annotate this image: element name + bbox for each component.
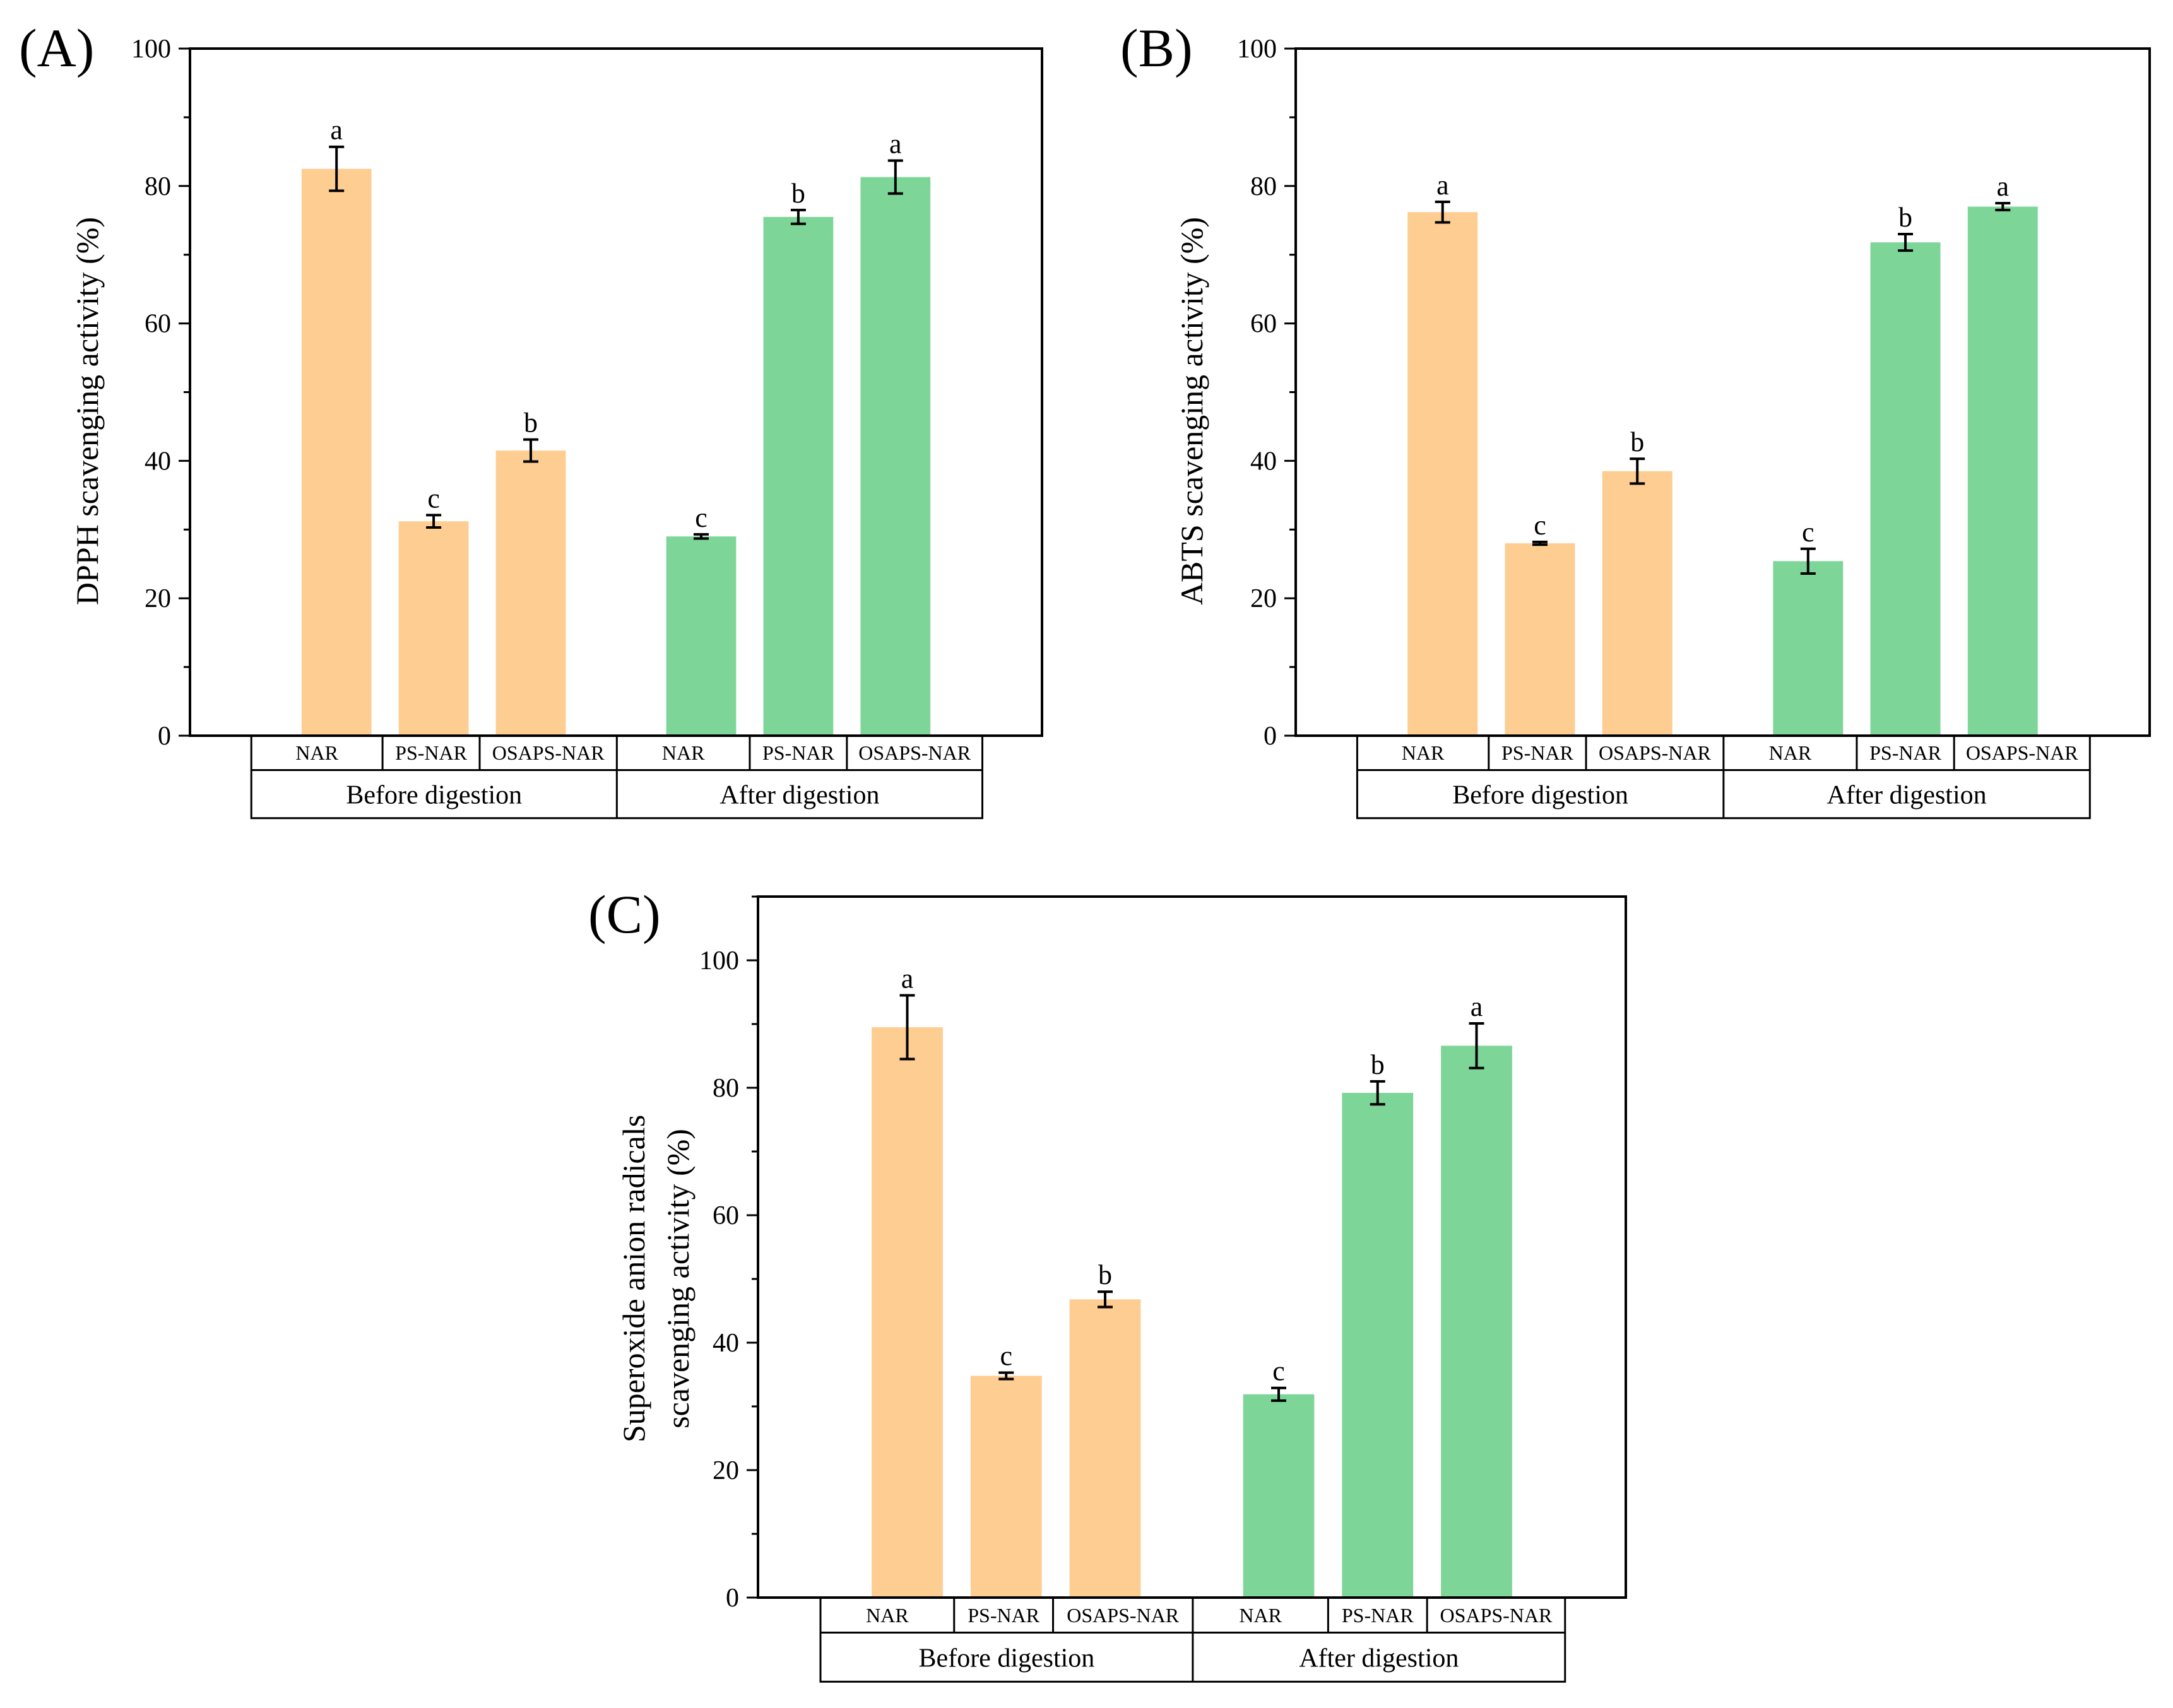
y-tick-label: 20 (1250, 584, 1277, 613)
y-tick-label: 100 (699, 946, 739, 975)
significance-letter: b (1371, 1049, 1385, 1080)
y-tick-label: 60 (145, 310, 171, 339)
y-tick-label: 40 (145, 447, 171, 476)
x-group-label: Before digestion (919, 1644, 1095, 1673)
x-group-label: After digestion (1299, 1644, 1459, 1673)
significance-letter: a (1471, 991, 1483, 1022)
x-category-label: NAR (1239, 1604, 1282, 1627)
y-tick-label: 60 (1250, 310, 1277, 339)
y-tick-label: 0 (1264, 722, 1277, 751)
x-category-label: OSAPS-NAR (1599, 741, 1711, 764)
x-category-label: OSAPS-NAR (492, 741, 605, 764)
significance-letter: b (1898, 202, 1912, 233)
bar (1773, 561, 1844, 736)
y-tick-label: 100 (131, 35, 171, 64)
x-category-label: PS-NAR (1869, 741, 1941, 764)
panel-label: (C) (588, 884, 661, 945)
x-category-label: PS-NAR (1342, 1604, 1414, 1627)
bar (1870, 242, 1941, 736)
x-category-label: OSAPS-NAR (1067, 1604, 1179, 1627)
bar (1407, 212, 1478, 736)
bar (970, 1375, 1042, 1598)
bar (666, 536, 737, 736)
x-category-label: NAR (295, 741, 338, 764)
significance-letter: a (901, 963, 914, 994)
bar (872, 1027, 943, 1598)
y-tick-label: 20 (145, 584, 171, 613)
y-tick-label: 20 (713, 1456, 739, 1485)
x-category-label: OSAPS-NAR (1966, 741, 2078, 764)
bar (398, 521, 469, 736)
y-axis-label: Superoxide anion radicals (616, 1115, 651, 1442)
bar (301, 168, 372, 736)
chart-panel-c: (C) a c b c b a 0 20 40 60 80 100 Superoxide anion ra… (588, 884, 1627, 1683)
bar (1243, 1394, 1315, 1598)
bar (1069, 1299, 1141, 1598)
x-category-label: PS-NAR (762, 741, 834, 764)
bar (1505, 543, 1575, 736)
x-category-label: OSAPS-NAR (858, 741, 971, 764)
y-tick-label: 80 (713, 1074, 739, 1103)
chart-panel-b: (B) a c b c b a 0 20 40 60 80 100 ABTS scavenging act… (1120, 18, 2151, 820)
y-tick-label: 0 (726, 1584, 739, 1613)
significance-letter: a (889, 129, 902, 160)
significance-letter: b (524, 408, 538, 439)
x-category-label: NAR (1769, 741, 1812, 764)
x-group-label: Before digestion (1452, 781, 1628, 810)
y-tick-label: 40 (713, 1329, 739, 1358)
x-category-label: NAR (1402, 741, 1445, 764)
significance-letter: a (1436, 170, 1449, 201)
y-axis-label: scavenging activity (%) (660, 1129, 696, 1428)
y-axis-label: ABTS scavenging activity (%) (1174, 217, 1209, 605)
bar (1967, 206, 2038, 736)
significance-letter: b (791, 178, 805, 209)
significance-letter: c (1000, 1340, 1012, 1371)
panel-label: (A) (19, 18, 94, 78)
bar (860, 177, 931, 736)
x-category-label: NAR (662, 741, 705, 764)
x-category-label: OSAPS-NAR (1440, 1604, 1553, 1627)
x-category-label: PS-NAR (1501, 741, 1573, 764)
significance-letter: c (695, 502, 708, 533)
y-axis-label: DPPH scavenging activity (%) (69, 217, 105, 605)
x-category-label: PS-NAR (968, 1604, 1039, 1627)
y-tick-label: 0 (158, 722, 171, 751)
y-tick-label: 40 (1250, 447, 1277, 476)
significance-letter: b (1630, 427, 1644, 457)
significance-letter: a (330, 115, 343, 146)
significance-letter: c (1272, 1356, 1285, 1387)
y-tick-label: 60 (713, 1201, 739, 1230)
bar (495, 451, 566, 736)
x-group-label: After digestion (1827, 781, 1987, 810)
bar (1602, 471, 1673, 736)
y-tick-label: 100 (1237, 35, 1277, 64)
bar (1342, 1093, 1414, 1598)
significance-letter: c (1534, 510, 1546, 541)
chart-panel-a: (A) a c b c b a 0 20 40 60 80 100 DPPH scavenging act… (19, 18, 1043, 820)
significance-letter: c (427, 483, 440, 514)
x-group-label: After digestion (719, 781, 879, 810)
y-tick-label: 80 (1250, 172, 1277, 201)
bar (763, 216, 834, 736)
x-category-label: PS-NAR (395, 741, 467, 764)
y-tick-label: 80 (145, 172, 171, 201)
significance-letter: c (1802, 517, 1815, 548)
x-group-label: Before digestion (346, 781, 522, 810)
significance-letter: a (1997, 171, 2010, 202)
x-category-label: NAR (866, 1604, 909, 1627)
bar (1441, 1045, 1512, 1598)
significance-letter: b (1098, 1259, 1112, 1290)
panel-label: (B) (1120, 18, 1193, 78)
